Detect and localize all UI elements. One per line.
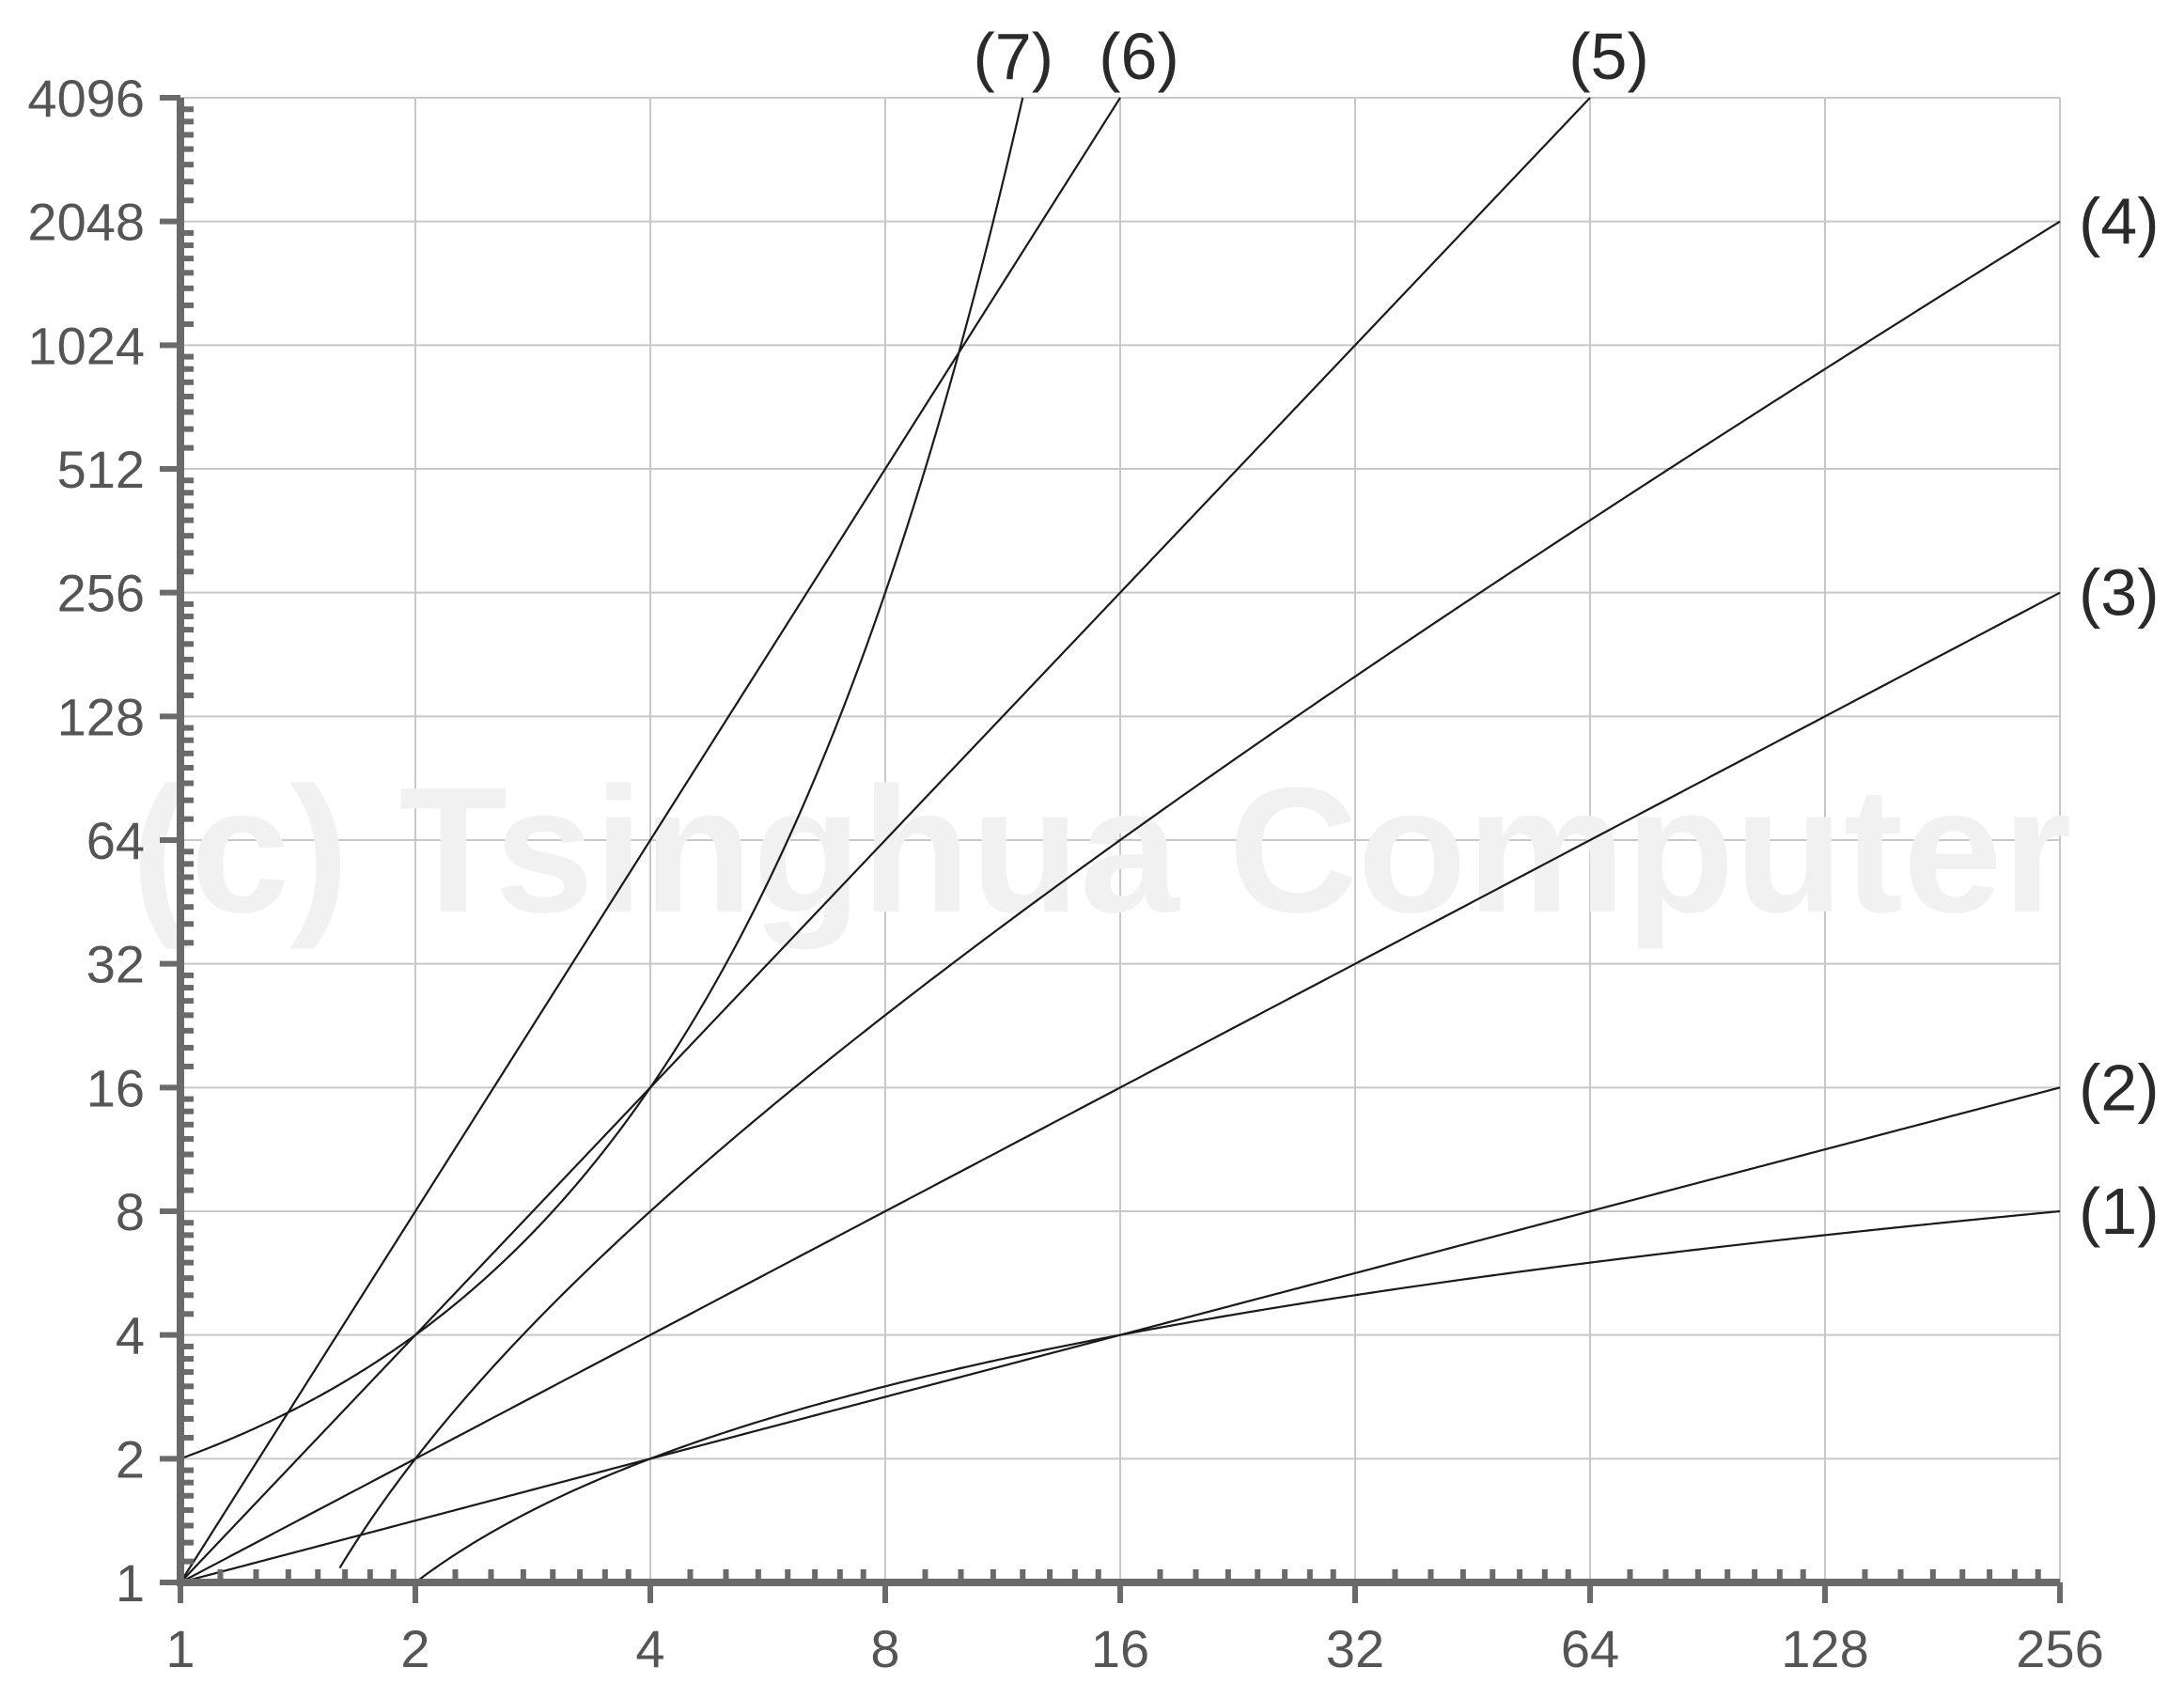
series-line-3 <box>179 591 2061 1583</box>
x-tick-label: 64 <box>1561 1619 1619 1678</box>
y-tick-label: 1 <box>116 1553 145 1613</box>
y-tick-label: 128 <box>57 687 145 746</box>
tick-marks <box>160 95 2063 1603</box>
x-tick-label: 16 <box>1091 1619 1149 1678</box>
x-tick-label: 4 <box>635 1619 664 1678</box>
series-lines <box>179 97 2061 1584</box>
series-label-2: (2) <box>2079 1051 2160 1124</box>
x-tick-label: 128 <box>1781 1619 1868 1678</box>
series-label-3: (3) <box>2079 556 2160 630</box>
y-tick-label: 4 <box>116 1306 145 1365</box>
series-line-7 <box>179 97 1024 1460</box>
x-tick-label: 32 <box>1326 1619 1384 1678</box>
series-line-1 <box>414 1209 2061 1583</box>
series-label-6: (6) <box>1099 20 1179 93</box>
series-line-4 <box>338 220 2061 1569</box>
y-tick-label: 32 <box>86 935 145 994</box>
y-tick-label: 256 <box>57 564 145 623</box>
y-tick-label: 4096 <box>27 69 145 128</box>
x-tick-label: 8 <box>870 1619 899 1678</box>
series-label-5: (5) <box>1568 20 1649 93</box>
series-labels: (1) (2) (3) (4) (5) (6) (7) <box>973 20 2159 1248</box>
y-tick-label: 64 <box>86 811 145 870</box>
y-tick-label: 2 <box>116 1429 145 1488</box>
series-line-6 <box>179 97 1121 1583</box>
series-label-7: (7) <box>973 20 1053 93</box>
y-tick-label: 512 <box>57 440 145 499</box>
tick-labels: 1 2 4 8 16 32 64 128 256 1 2 4 8 16 32 64 128 256 512 1024 2… <box>27 69 2103 1678</box>
y-tick-label: 16 <box>86 1058 145 1117</box>
x-tick-label: 256 <box>2016 1619 2103 1678</box>
watermark: (c) Tsinghua Computer <box>131 751 2071 950</box>
y-tick-label: 8 <box>116 1182 145 1241</box>
series-line-2 <box>179 1086 2061 1584</box>
x-tick-label: 1 <box>165 1619 195 1678</box>
y-tick-label: 1024 <box>27 316 145 375</box>
series-label-4: (4) <box>2079 185 2160 258</box>
x-tick-label: 2 <box>400 1619 429 1678</box>
y-tick-label: 2048 <box>27 193 145 252</box>
series-label-1: (1) <box>2079 1175 2160 1248</box>
